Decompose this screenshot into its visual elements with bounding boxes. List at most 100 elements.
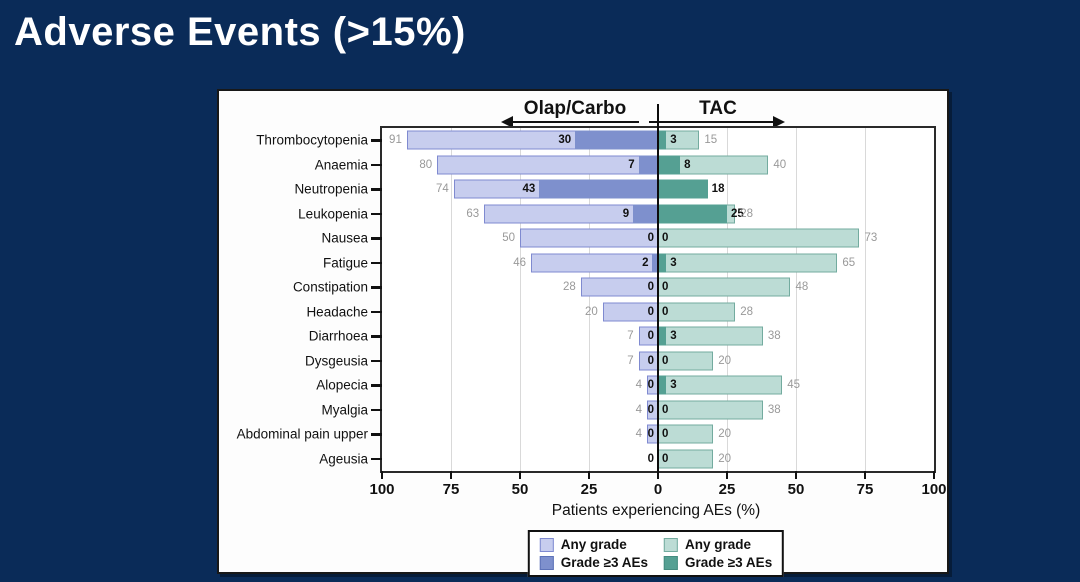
value-olap-any-grade: 4 <box>635 403 642 416</box>
x-tick-label: 75 <box>856 481 874 498</box>
legend-label: Any grade <box>685 537 752 552</box>
value-tac-grade3: 0 <box>662 452 669 465</box>
row-label: Dysgeusia <box>304 353 368 369</box>
bar-olap-grade3 <box>575 130 658 150</box>
value-tac-grade3: 18 <box>711 183 725 196</box>
row-label: Alopecia <box>316 377 368 393</box>
value-tac-grade3: 3 <box>670 330 677 343</box>
group-label-tac: TAC <box>699 98 737 119</box>
bar-tac-any-grade <box>658 277 791 297</box>
y-axis-tick <box>371 261 382 264</box>
value-olap-any-grade: 4 <box>635 379 642 392</box>
row-label: Diarrhoea <box>308 328 368 344</box>
chart-row: Alopecia 4 0 3 45 <box>316 373 934 398</box>
bar-olap-grade3 <box>652 253 658 273</box>
x-axis-tick <box>519 471 521 479</box>
row-label: Abdominal pain upper <box>236 426 368 442</box>
value-olap-grade3: 0 <box>647 305 654 318</box>
bar-tac-grade3 <box>658 179 708 199</box>
legend-swatch-olap-grade3 <box>539 555 554 570</box>
bar-olap-grade3 <box>633 204 658 224</box>
value-tac-any-grade: 28 <box>740 305 754 318</box>
row-label: Leukopenia <box>298 206 368 222</box>
value-tac-grade3: 8 <box>684 158 691 171</box>
value-tac-grade3: 3 <box>670 256 677 269</box>
gridline <box>796 128 797 471</box>
bar-olap-grade3 <box>638 155 658 175</box>
x-axis-tick <box>795 471 797 479</box>
arrow-left-line <box>503 121 639 123</box>
chart-row: Leukopenia 63 9 25 28 <box>298 202 934 227</box>
value-tac-any-grade: 40 <box>773 158 787 171</box>
value-olap-any-grade: 46 <box>513 256 527 269</box>
plot-area: Thrombocytopenia 91 30 3 15 Anaemia 80 7 8 40 Neut… <box>237 104 947 498</box>
y-axis-tick <box>371 310 382 313</box>
x-tick-label: 100 <box>921 481 947 498</box>
value-tac-any-grade: 20 <box>718 428 731 441</box>
slide-title: Adverse Events (>15%) <box>14 10 466 54</box>
value-tac-grade3: 3 <box>670 134 677 147</box>
x-tick-label: 25 <box>718 481 736 498</box>
y-axis-tick <box>371 163 382 166</box>
value-olap-grade3: 0 <box>647 428 654 441</box>
row-label: Nausea <box>321 230 368 246</box>
bar-tac-grade3 <box>658 130 667 150</box>
value-tac-grade3: 0 <box>662 281 669 294</box>
bar-tac-grade3 <box>658 375 667 395</box>
y-axis-tick <box>371 457 382 460</box>
value-olap-grade3: 0 <box>647 281 654 294</box>
x-axis-tick <box>657 471 659 479</box>
y-axis-tick <box>371 433 382 436</box>
chart-row: Neutropenia 74 43 18 <box>294 177 934 202</box>
value-olap-grade3: 0 <box>647 354 654 367</box>
bar-olap-any-grade <box>484 204 658 224</box>
value-olap-any-grade: 63 <box>466 207 480 220</box>
legend-item: Any grade <box>664 537 772 552</box>
y-axis-tick <box>371 237 382 240</box>
value-olap-any-grade: 20 <box>585 305 598 318</box>
x-axis-tick <box>864 471 866 479</box>
legend-item: Any grade <box>539 537 648 552</box>
legend-swatch-olap-any-grade <box>539 537 554 552</box>
chart-row: Abdominal pain upper 4 0 0 20 <box>237 422 934 447</box>
x-axis-title: Patients experiencing AEs (%) <box>551 502 761 519</box>
group-label-olap-carbo: Olap/Carbo <box>523 98 627 119</box>
legend-item: Grade ≥3 AEs <box>539 555 648 570</box>
value-tac-any-grade: 28 <box>740 207 754 220</box>
row-label: Thrombocytopenia <box>256 132 368 148</box>
legend-item: Grade ≥3 AEs <box>664 555 772 570</box>
value-olap-any-grade: 7 <box>627 354 634 367</box>
x-axis-tick <box>726 471 728 479</box>
value-olap-grade3: 7 <box>628 158 635 171</box>
x-axis-tick <box>588 471 590 479</box>
bar-tac-grade3 <box>658 326 667 346</box>
bar-tac-grade3 <box>658 204 727 224</box>
gridline <box>589 128 590 471</box>
y-axis-tick <box>371 408 382 411</box>
value-olap-any-grade: 80 <box>419 158 433 171</box>
value-tac-any-grade: 38 <box>767 403 781 416</box>
value-tac-grade3: 0 <box>662 354 669 367</box>
value-tac-any-grade: 20 <box>718 354 731 367</box>
bar-olap-any-grade <box>437 155 658 175</box>
y-axis-tick <box>371 188 382 191</box>
value-olap-any-grade: 74 <box>435 183 449 196</box>
x-tick-label: 0 <box>653 481 663 498</box>
row-label: Anaemia <box>314 157 368 173</box>
bar-tac-grade3 <box>658 155 681 175</box>
chart-row: Diarrhoea 7 0 3 38 <box>309 324 934 349</box>
value-olap-any-grade: 50 <box>502 232 515 245</box>
value-tac-any-grade: 48 <box>795 281 809 294</box>
arrow-right-head <box>773 116 785 128</box>
chart-row: Constipation 28 0 0 48 <box>293 275 934 300</box>
value-tac-grade3: 0 <box>662 403 669 416</box>
gridline <box>865 128 866 471</box>
value-tac-grade3: 25 <box>731 207 744 220</box>
value-olap-grade3: 43 <box>522 183 536 196</box>
gridline <box>520 128 521 471</box>
chart-row: Anaemia 80 7 8 40 <box>315 153 934 178</box>
legend-label: Grade ≥3 AEs <box>560 555 648 570</box>
bar-olap-grade3 <box>539 179 658 199</box>
value-olap-grade3: 30 <box>558 134 572 147</box>
value-olap-grade3: 0 <box>647 452 654 465</box>
